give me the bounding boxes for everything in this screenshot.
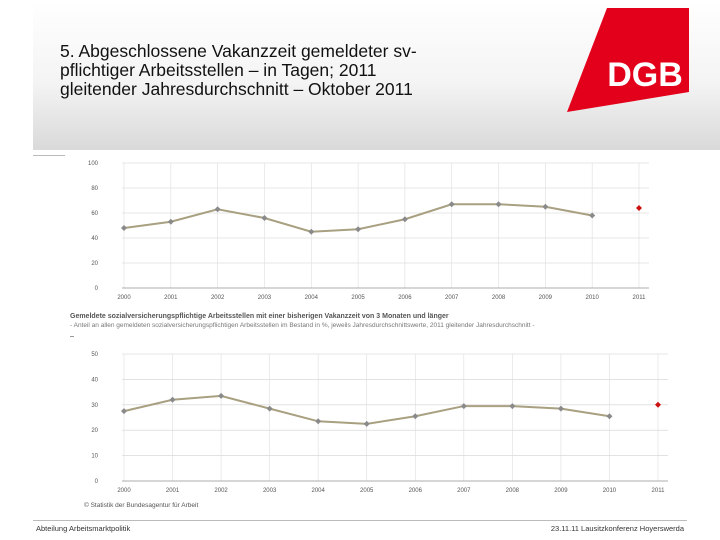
chart2-title: Gemeldete sozialversicherungspflichtige … xyxy=(70,313,449,320)
data-point xyxy=(167,218,174,225)
logo-text: DGB xyxy=(607,56,683,94)
x-tick-label: 2000 xyxy=(117,295,131,301)
x-tick-label: 2007 xyxy=(457,488,471,494)
chart-anteil-vakanzzeit: 0 10 20 30 40 50 2000 2001 2002 2003 2004 2005 2006 2… xyxy=(91,352,668,494)
y-tick-label: 60 xyxy=(91,211,98,217)
logo-shape xyxy=(567,8,689,112)
x-tick-label: 2003 xyxy=(258,295,272,301)
source-note: © Statistik der Bundesagentur für Arbeit xyxy=(84,502,199,509)
caption-dash xyxy=(70,336,74,337)
x-tick-label: 2006 xyxy=(398,295,412,301)
data-point xyxy=(261,215,268,221)
footer-date-event: 23.11.11 Lausitzkonferenz Hoyerswerda xyxy=(550,524,684,533)
data-point-highlight xyxy=(636,205,642,211)
y-tick-label: 100 xyxy=(88,161,99,167)
x-tick-label: 2004 xyxy=(312,488,326,494)
data-point xyxy=(542,203,549,210)
x-tick-label: 2010 xyxy=(586,295,600,301)
footer-divider xyxy=(33,520,687,521)
y-tick-label: 10 xyxy=(91,454,98,460)
y-tick-label: 40 xyxy=(91,236,98,242)
data-point xyxy=(169,396,176,403)
x-tick-label: 2002 xyxy=(214,488,228,494)
chart2-subtitle: - Anteil an allen gemeldeten sozialversi… xyxy=(70,322,535,329)
data-point xyxy=(509,403,516,410)
x-tick-label: 2001 xyxy=(164,295,178,301)
x-tick-label: 2003 xyxy=(263,488,277,494)
x-tick-label: 2004 xyxy=(305,295,319,301)
x-tick-label: 2010 xyxy=(603,488,617,494)
y-tick-label: 40 xyxy=(91,377,98,383)
x-tick-label: 2006 xyxy=(409,488,423,494)
header-divider xyxy=(33,155,65,156)
x-tick-label: 2000 xyxy=(117,488,131,494)
y-tick-label: 50 xyxy=(91,352,98,358)
data-point xyxy=(266,405,273,412)
data-point xyxy=(557,405,564,412)
data-point xyxy=(355,226,362,233)
data-point xyxy=(401,216,408,223)
data-point xyxy=(589,212,596,219)
footer-department: Abteilung Arbeitsmarktpolitik xyxy=(36,524,131,533)
chart-vakanzzeit-tage: 0 20 40 60 80 100 2000 2001 2002 2003 2004 2005 2006… xyxy=(88,161,649,301)
y-tick-label: 30 xyxy=(91,403,98,409)
x-tick-label: 2007 xyxy=(445,295,459,301)
data-point xyxy=(448,201,455,208)
y-tick-label: 0 xyxy=(95,479,99,485)
y-tick-label: 20 xyxy=(91,261,98,267)
data-point xyxy=(606,413,613,420)
y-tick-label: 20 xyxy=(91,428,98,434)
x-tick-label: 2005 xyxy=(351,295,365,301)
data-point xyxy=(308,228,315,235)
data-point xyxy=(460,403,467,410)
x-tick-label: 2011 xyxy=(652,488,666,494)
x-tick-label: 2009 xyxy=(539,295,553,301)
slide-title: 5. Abgeschlossene Vakanzzeit gemeldeter … xyxy=(60,41,417,99)
data-point xyxy=(495,201,502,208)
data-point xyxy=(214,206,221,213)
data-point xyxy=(121,408,127,415)
data-point xyxy=(315,418,322,425)
data-point xyxy=(412,413,419,420)
data-point xyxy=(363,420,370,427)
x-tick-label: 2001 xyxy=(166,488,180,494)
x-tick-label: 2002 xyxy=(211,295,225,301)
y-tick-label: 80 xyxy=(91,186,98,192)
x-tick-label: 2009 xyxy=(554,488,568,494)
x-tick-label: 2008 xyxy=(506,488,520,494)
x-tick-label: 2008 xyxy=(492,295,506,301)
x-tick-label: 2011 xyxy=(633,295,647,301)
dgb-logo: DGB xyxy=(567,8,689,112)
data-point-highlight xyxy=(655,401,661,408)
data-point xyxy=(218,392,225,399)
data-point xyxy=(121,225,127,231)
y-tick-label: 0 xyxy=(95,286,99,292)
x-tick-label: 2005 xyxy=(360,488,374,494)
